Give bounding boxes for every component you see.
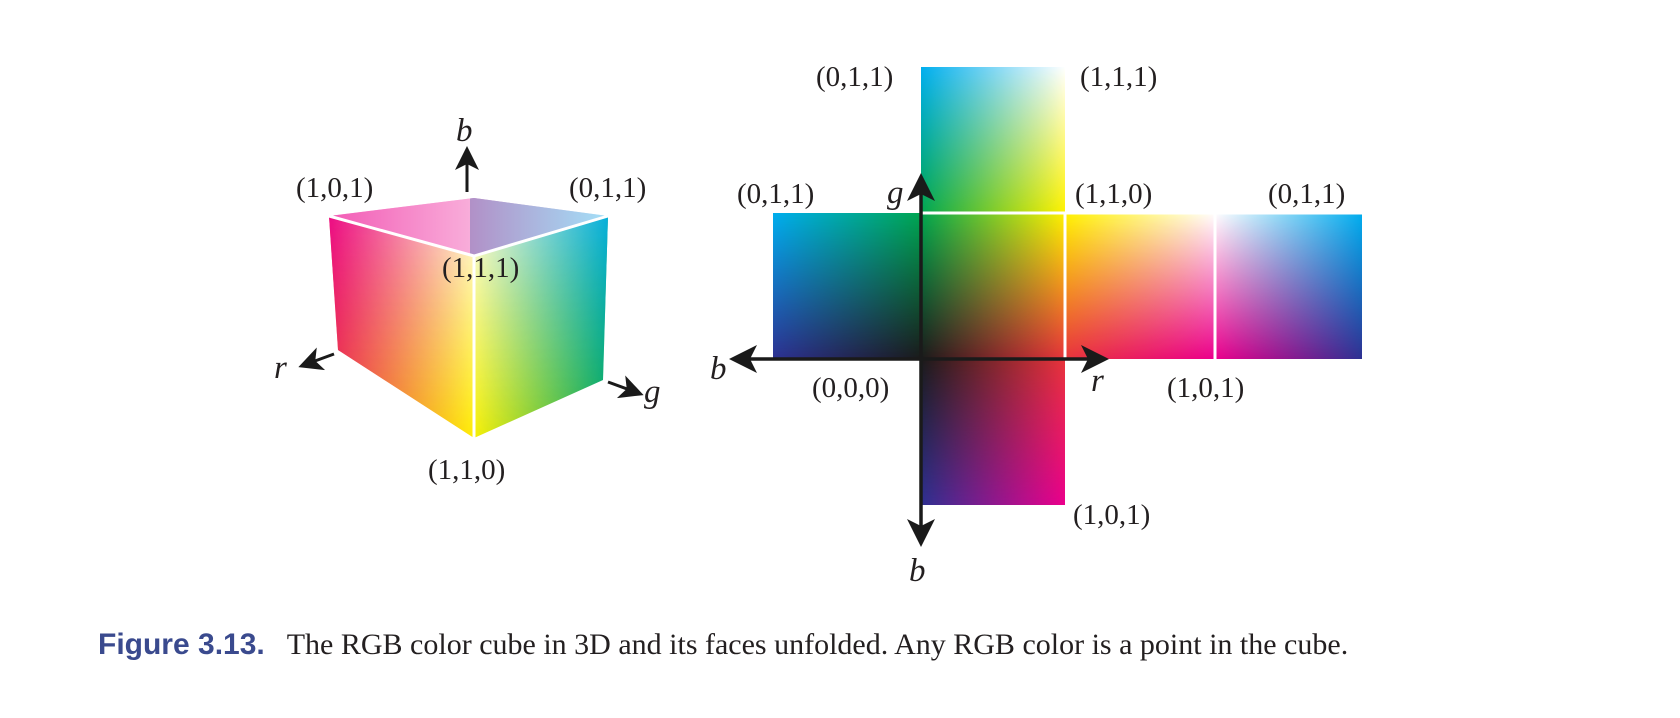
unfolded-label-left-top: (0,1,1) bbox=[737, 178, 814, 210]
unfolded-face-far-right bbox=[1215, 213, 1362, 359]
rgb-cube-3d: b r g (1,0,1) (0,1,1) (1,1,1) (1,1,0) bbox=[274, 113, 661, 486]
cube-label-top-left: (1,0,1) bbox=[296, 172, 373, 204]
cube-label-bottom: (1,1,0) bbox=[428, 454, 505, 486]
unfolded-label-top-left: (0,1,1) bbox=[816, 61, 893, 93]
unfolded-label-top-right: (1,1,1) bbox=[1080, 61, 1157, 93]
unfolded-face-right bbox=[1065, 213, 1215, 359]
cube-axis-r-arrow bbox=[298, 347, 335, 371]
cube-axis-r-label: r bbox=[274, 350, 287, 386]
unfolded-face-left bbox=[773, 213, 921, 359]
unfolded-axis-g-label: g bbox=[887, 175, 904, 211]
figure-caption: Figure 3.13. The RGB color cube in 3D and… bbox=[98, 626, 1538, 663]
unfolded-label-bottom-right: (1,0,1) bbox=[1073, 499, 1150, 531]
cube-axis-b-label: b bbox=[456, 113, 473, 149]
unfolded-face-top bbox=[921, 67, 1065, 213]
figure-caption-text: The RGB color cube in 3D and its faces u… bbox=[286, 628, 1349, 661]
unfolded-axis-b-left-label: b bbox=[710, 351, 727, 387]
unfolded-axis-b-bottom-label: b bbox=[909, 553, 926, 589]
cube-axis-g-arrow bbox=[607, 375, 644, 399]
cube-axis-g-label: g bbox=[644, 374, 661, 410]
unfolded-label-right-bottom: (1,0,1) bbox=[1167, 372, 1244, 404]
rgb-cube-unfolded: g b r b (0,1,1) (1,1,1) (0,1,1) (1,1,0) … bbox=[710, 61, 1362, 589]
cube-label-center: (1,1,1) bbox=[442, 252, 519, 284]
unfolded-face-bottom bbox=[921, 359, 1065, 505]
figure-number: Figure 3.13. bbox=[98, 628, 265, 661]
unfolded-label-center-top: (1,1,0) bbox=[1075, 178, 1152, 210]
unfolded-face-center bbox=[921, 213, 1065, 359]
unfolded-separators bbox=[921, 211, 1362, 359]
cube-label-top-right: (0,1,1) bbox=[569, 172, 646, 204]
unfolded-label-origin: (0,0,0) bbox=[812, 372, 889, 404]
unfolded-axis-r-label: r bbox=[1091, 363, 1104, 399]
unfolded-label-right-top: (0,1,1) bbox=[1268, 178, 1345, 210]
